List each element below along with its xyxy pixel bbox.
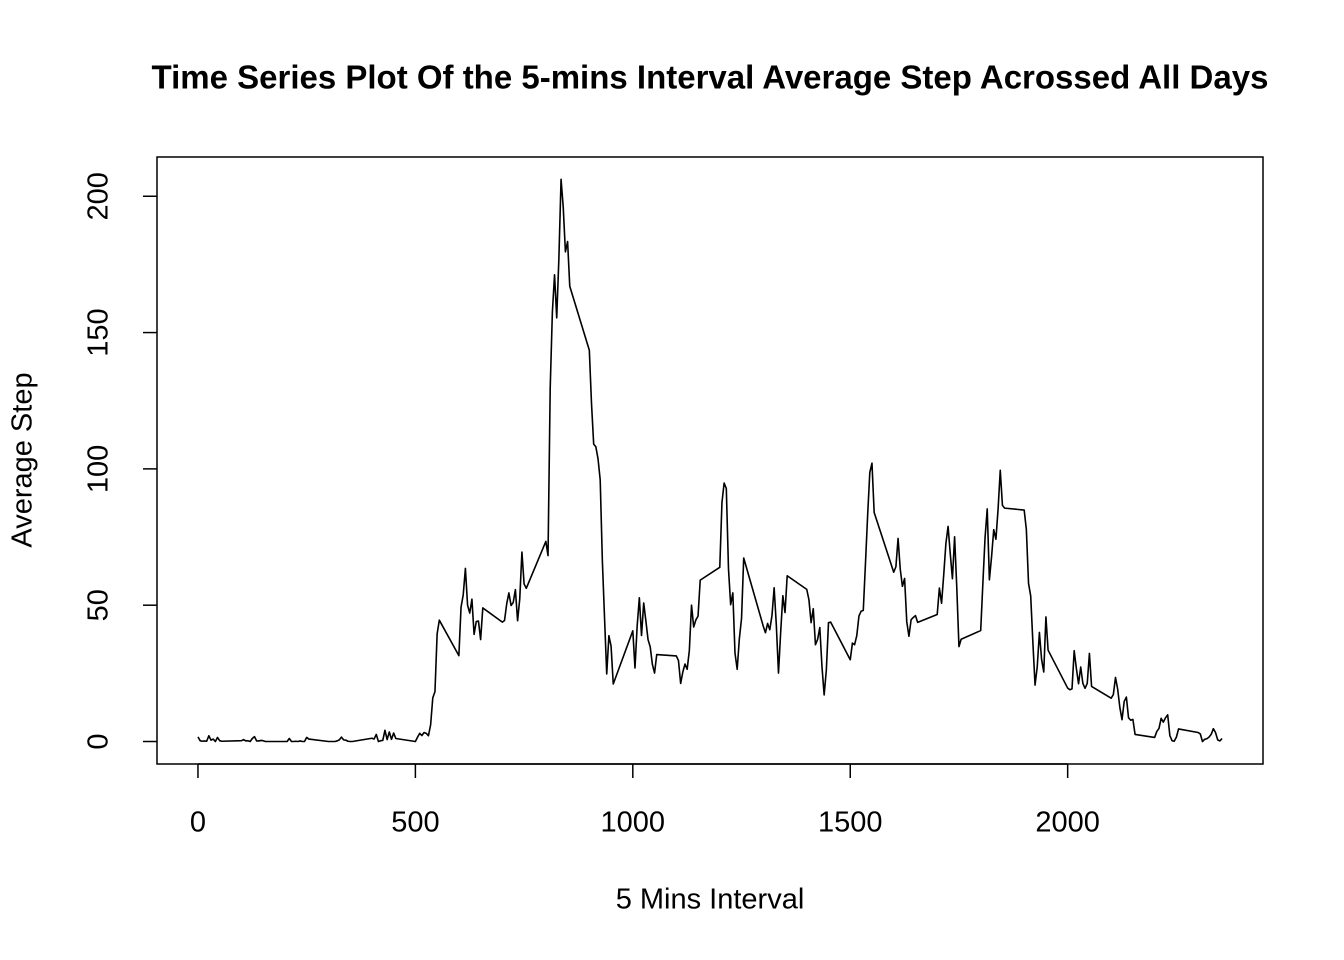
y-tick-label: 150 (83, 308, 115, 356)
plot-frame (156, 156, 1264, 765)
x-tick-label: 1000 (601, 807, 666, 839)
chart-title: Time Series Plot Of the 5-mins Interval … (152, 59, 1269, 96)
x-axis-label: 5 Mins Interval (616, 884, 805, 916)
x-tick-label: 2000 (1035, 807, 1100, 839)
y-tick-label: 100 (83, 445, 115, 493)
y-axis-label: Average Step (7, 372, 39, 547)
x-tick-label: 1500 (818, 807, 883, 839)
data-line (197, 178, 1223, 743)
x-tick-label: 0 (190, 807, 206, 839)
y-tick-label: 200 (83, 172, 115, 220)
x-tick-label: 500 (391, 807, 439, 839)
y-tick-label: 50 (83, 589, 115, 621)
y-tick-label: 0 (83, 733, 115, 749)
